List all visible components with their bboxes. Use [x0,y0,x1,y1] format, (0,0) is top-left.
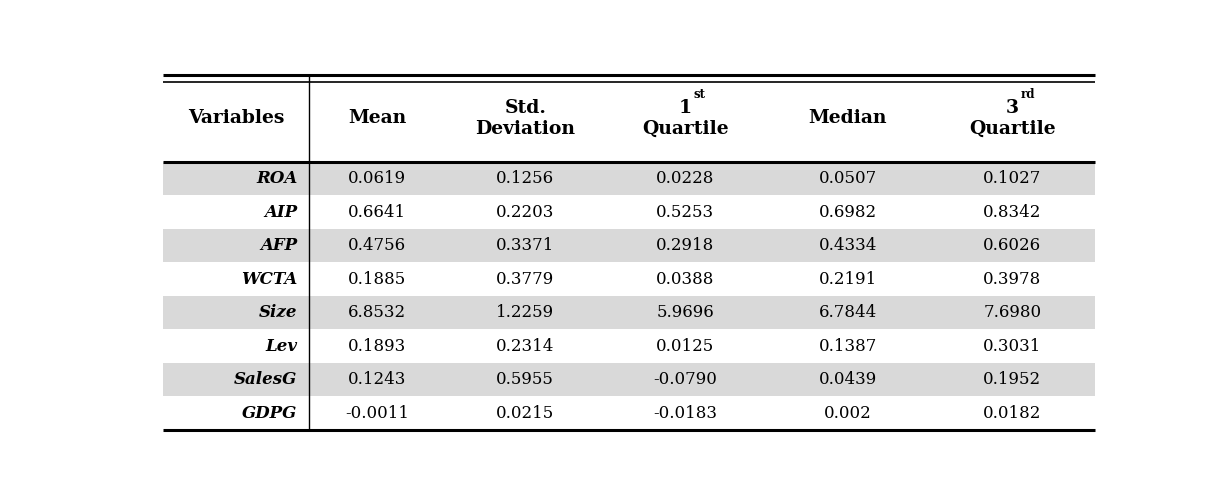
Text: 0.0439: 0.0439 [818,371,877,388]
Bar [163,229,1094,262]
Text: 0.0182: 0.0182 [983,405,1042,422]
Bar [163,162,1094,195]
Text: rd: rd [1021,88,1036,101]
Text: 0.3978: 0.3978 [983,271,1042,288]
Text: 0.4334: 0.4334 [818,237,877,254]
Text: 0.1027: 0.1027 [983,170,1042,187]
Text: 0.2314: 0.2314 [496,338,555,355]
Bar [163,262,1094,296]
Text: 0.6641: 0.6641 [348,203,406,221]
Text: 0.1256: 0.1256 [496,170,555,187]
Text: AFP: AFP [260,237,297,254]
Text: 0.1952: 0.1952 [983,371,1042,388]
Text: 0.2203: 0.2203 [496,203,555,221]
Text: 0.6026: 0.6026 [983,237,1042,254]
Text: 1.2259: 1.2259 [496,304,555,321]
Text: Lev: Lev [265,338,297,355]
Bar [163,75,1094,162]
Text: 0.5955: 0.5955 [497,371,555,388]
Text: 1: 1 [679,99,692,117]
Text: 0.002: 0.002 [823,405,871,422]
Text: 0.0507: 0.0507 [818,170,877,187]
Text: -0.0790: -0.0790 [654,371,718,388]
Text: 0.1885: 0.1885 [348,271,406,288]
Text: 3: 3 [1006,99,1018,117]
Text: 0.1243: 0.1243 [347,371,406,388]
Text: 0.1387: 0.1387 [818,338,877,355]
Text: Quartile: Quartile [969,120,1055,138]
Bar [163,363,1094,396]
Bar [163,329,1094,363]
Text: 0.3371: 0.3371 [496,237,555,254]
Text: GDPG: GDPG [242,405,297,422]
Text: 0.6982: 0.6982 [818,203,877,221]
Text: 0.3779: 0.3779 [496,271,555,288]
Text: 0.0228: 0.0228 [656,170,714,187]
Bar [163,396,1094,430]
Text: 0.8342: 0.8342 [983,203,1042,221]
Text: 0.0215: 0.0215 [496,405,555,422]
Text: SalesG: SalesG [234,371,297,388]
Text: 0.3031: 0.3031 [983,338,1042,355]
Text: -0.0183: -0.0183 [653,405,718,422]
Text: 0.2918: 0.2918 [656,237,714,254]
Text: 7.6980: 7.6980 [983,304,1042,321]
Text: Size: Size [259,304,297,321]
Text: 0.0388: 0.0388 [656,271,714,288]
Text: -0.0011: -0.0011 [345,405,409,422]
Text: 0.0619: 0.0619 [348,170,406,187]
Text: 6.8532: 6.8532 [348,304,406,321]
Text: 0.4756: 0.4756 [348,237,406,254]
Bar [163,296,1094,329]
Text: ROA: ROA [256,170,297,187]
Text: 6.7844: 6.7844 [818,304,877,321]
Text: 0.2191: 0.2191 [818,271,877,288]
Text: 0.0125: 0.0125 [656,338,714,355]
Text: Quartile: Quartile [642,120,729,138]
Text: 0.5253: 0.5253 [656,203,714,221]
Text: AIP: AIP [264,203,297,221]
Text: 5.9696: 5.9696 [656,304,714,321]
Text: Mean: Mean [348,109,406,127]
Text: st: st [694,88,706,101]
Text: Deviation: Deviation [475,120,575,138]
Text: Variables: Variables [188,109,283,127]
Text: Std.: Std. [504,99,546,117]
Text: Median: Median [809,109,887,127]
Text: 0.1893: 0.1893 [348,338,406,355]
Text: WCTA: WCTA [242,271,297,288]
Bar [163,195,1094,229]
